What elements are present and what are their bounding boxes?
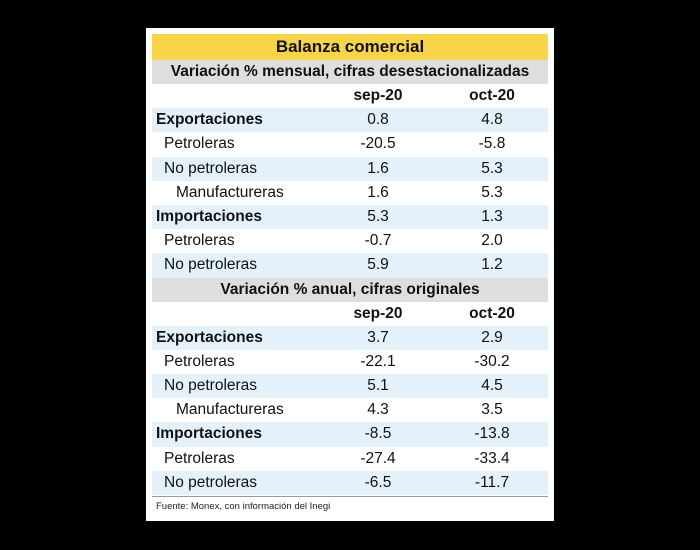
cell-sep: 5.1	[367, 377, 389, 395]
cell-oct: -33.4	[474, 449, 510, 467]
cell-sep: 3.7	[367, 328, 389, 346]
table-row: Petroleras -22.1 -30.2	[152, 350, 548, 374]
row-label: Manufactureras	[176, 401, 284, 419]
row-label: No petroleras	[164, 377, 258, 395]
row-label: Importaciones	[156, 425, 262, 443]
cell-sep: -8.5	[364, 425, 392, 443]
table-row: Exportaciones 0.8 4.8	[152, 108, 548, 133]
cell-oct: -5.8	[478, 135, 506, 153]
cell-oct: 4.5	[481, 377, 503, 395]
cell-oct: 1.2	[481, 256, 503, 274]
row-label: Exportaciones	[156, 328, 263, 346]
cell-sep: -20.5	[360, 135, 396, 153]
cell-sep: 5.3	[367, 207, 389, 225]
cell-oct: 3.5	[481, 401, 503, 419]
row-label: Manufactureras	[176, 183, 284, 201]
table-row: Petroleras -0.7 2.0	[152, 229, 548, 253]
cell-sep: 1.6	[367, 159, 389, 177]
cell-oct: -13.8	[474, 425, 510, 443]
column-header-oct: oct-20	[469, 87, 515, 104]
cell-sep: -6.5	[364, 473, 392, 491]
table-row: Petroleras -27.4 -33.4	[152, 447, 548, 471]
column-header-row: sep-20 oct-20	[152, 84, 548, 108]
section-heading-monthly: Variación % mensual, cifras desestaciona…	[152, 60, 548, 84]
column-header-sep: sep-20	[353, 87, 403, 104]
column-header-sep: sep-20	[353, 304, 403, 322]
cell-sep: 5.9	[367, 256, 389, 274]
table-title: Balanza comercial	[152, 34, 548, 60]
table-row: No petroleras 5.1 4.5	[152, 374, 548, 399]
table-row: Importaciones -8.5 -13.8	[152, 422, 548, 447]
cell-oct: 1.3	[481, 207, 503, 225]
cell-sep: 0.8	[367, 111, 389, 129]
cell-oct: 5.3	[481, 159, 503, 177]
table-row: Exportaciones 3.7 2.9	[152, 325, 548, 350]
table-row: No petroleras 1.6 5.3	[152, 156, 548, 181]
row-label: Petroleras	[164, 135, 235, 153]
cell-sep: 4.3	[367, 401, 389, 419]
cell-sep: -0.7	[364, 232, 392, 250]
row-label: No petroleras	[164, 473, 258, 491]
row-label: Petroleras	[164, 232, 235, 250]
table-row: No petroleras 5.9 1.2	[152, 253, 548, 278]
source-note: Fuente: Monex, con información del Inegi	[152, 496, 548, 512]
cell-sep: -27.4	[360, 449, 396, 467]
table-row: Manufactureras 1.6 5.3	[152, 181, 548, 205]
column-header-oct: oct-20	[469, 304, 515, 322]
cell-oct: 2.9	[481, 328, 503, 346]
row-label: Petroleras	[164, 352, 235, 370]
table-row: Importaciones 5.3 1.3	[152, 204, 548, 230]
column-header-row: sep-20 oct-20	[152, 302, 548, 326]
row-label: Importaciones	[156, 207, 262, 225]
table-row: Petroleras -20.5 -5.8	[152, 132, 548, 156]
cell-sep: 1.6	[367, 183, 389, 201]
cell-oct: 4.8	[481, 111, 503, 129]
table-row: No petroleras -6.5 -11.7	[152, 470, 548, 495]
row-label: Petroleras	[164, 449, 235, 467]
cell-oct: 2.0	[481, 232, 503, 250]
cell-oct: -11.7	[474, 473, 510, 491]
cell-oct: -30.2	[474, 352, 510, 370]
row-label: No petroleras	[164, 159, 258, 177]
table-card: Balanza comercial Variación % mensual, c…	[146, 28, 554, 521]
table-row: Manufactureras 4.3 3.5	[152, 398, 548, 422]
row-label: Exportaciones	[156, 111, 263, 129]
section-heading-annual: Variación % anual, cifras originales	[152, 277, 548, 302]
cell-sep: -22.1	[360, 352, 396, 370]
cell-oct: 5.3	[481, 183, 503, 201]
row-label: No petroleras	[164, 256, 258, 274]
table: Balanza comercial Variación % mensual, c…	[152, 34, 548, 512]
